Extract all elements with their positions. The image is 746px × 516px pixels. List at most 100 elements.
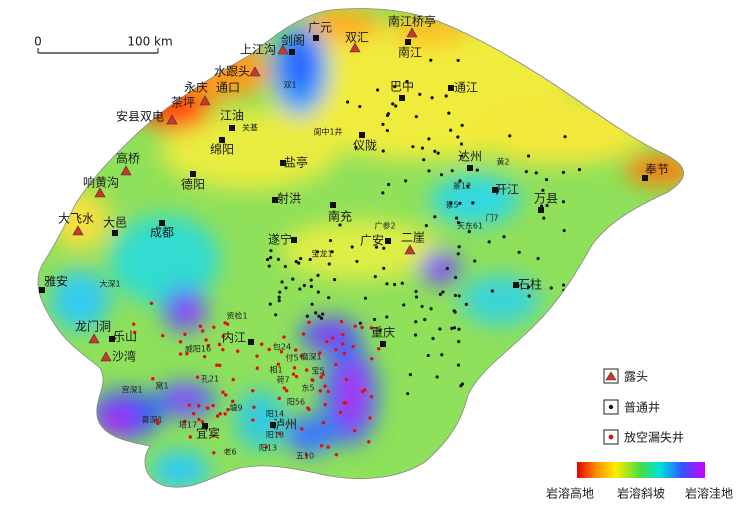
well-label: 阳13 — [259, 444, 277, 453]
city-marker — [159, 220, 165, 226]
well-label: 包24 — [273, 342, 291, 352]
city-marker — [291, 237, 297, 243]
city-label: 万县 — [534, 192, 558, 206]
well-dot — [304, 453, 309, 457]
well-dot — [221, 390, 225, 394]
well-dot — [251, 418, 255, 422]
well-dot — [334, 452, 339, 457]
well-label: 五10 — [296, 452, 314, 461]
well-dot — [360, 389, 365, 394]
well-label: 资检1 — [226, 311, 247, 321]
well-dot — [197, 417, 201, 422]
well-dot — [350, 245, 354, 249]
well-dot — [405, 79, 409, 84]
well-label: 阳14 — [266, 410, 284, 419]
well-dot — [310, 378, 314, 382]
well-dot — [310, 302, 314, 306]
city-marker — [248, 339, 254, 345]
scale-start: 0 — [34, 35, 42, 49]
well-dot — [267, 347, 271, 352]
outcrop-label: 安县双电 — [116, 109, 164, 124]
well-dot — [431, 336, 435, 341]
well-dot — [204, 338, 208, 342]
well-dot — [370, 357, 374, 361]
well-dot — [178, 352, 183, 356]
well-dot — [541, 188, 545, 192]
well-dot — [539, 204, 544, 208]
well-dot — [321, 372, 325, 377]
well-dot — [218, 363, 222, 368]
well-dot — [429, 58, 433, 62]
well-dot — [544, 177, 549, 182]
well-dot — [466, 184, 470, 188]
well-dot — [185, 352, 189, 356]
well-dot — [132, 330, 137, 335]
well-dot — [332, 277, 337, 282]
well-label: 景5 — [445, 201, 458, 210]
legend: 露头 普通井 放空漏失井 岩溶高地 岩溶斜坡 岩溶洼地 — [546, 368, 733, 501]
well-dot — [131, 322, 136, 326]
well-dot — [524, 170, 528, 174]
well-dot — [223, 321, 227, 325]
city-label: 通江 — [454, 81, 478, 95]
city-label: 重庆 — [371, 326, 395, 340]
color-bar-label: 岩溶高地 — [546, 486, 594, 501]
well-dot — [301, 332, 306, 336]
outcrop-label: 双汇 — [345, 31, 369, 45]
well-dot — [406, 392, 410, 396]
well-label: 宝5 — [311, 366, 324, 376]
legend-dot — [608, 434, 614, 440]
well-dot — [149, 301, 154, 305]
well-dot — [381, 149, 385, 153]
well-dot — [404, 179, 408, 183]
well-dot — [198, 324, 203, 328]
well-dot — [215, 363, 219, 367]
well-dot — [457, 294, 461, 298]
well-dot — [377, 347, 381, 351]
city-label: 仪陇 — [353, 138, 377, 153]
well-dot — [277, 299, 281, 303]
well-dot — [277, 295, 281, 299]
city-label: 遂宁 — [268, 232, 292, 247]
well-dot — [438, 327, 442, 331]
city-marker — [467, 165, 473, 171]
well-dot — [318, 389, 323, 393]
city-marker — [385, 238, 391, 244]
well-dot — [235, 349, 240, 353]
well-dot — [378, 328, 382, 333]
city-marker — [492, 187, 498, 193]
well-dot — [331, 336, 335, 340]
city-label: 德阳 — [181, 177, 205, 192]
well-dot — [456, 58, 460, 63]
outcrop-label: 高桥 — [116, 151, 140, 166]
well-dot — [309, 278, 313, 282]
well-dot — [577, 168, 582, 172]
well-dot — [351, 344, 355, 349]
well-dot — [187, 403, 191, 407]
well-dot — [382, 246, 386, 250]
well-dot — [456, 220, 461, 225]
well-dot — [279, 350, 284, 354]
city-label: 大邑 — [103, 216, 127, 230]
well-dot — [452, 326, 457, 330]
well-dot — [456, 135, 460, 139]
scale-end: 100 km — [127, 35, 172, 49]
well-dot — [427, 169, 431, 173]
well-dot — [450, 169, 454, 173]
well-dot — [334, 362, 338, 367]
well-dot — [473, 259, 477, 263]
well-dot — [277, 431, 281, 435]
city-marker — [109, 336, 115, 342]
well-dot — [576, 307, 580, 311]
well-dot — [338, 410, 343, 415]
well-dot — [307, 407, 311, 412]
city-marker — [272, 197, 278, 203]
well-dot — [291, 277, 295, 281]
well-dot — [561, 170, 566, 174]
city-marker — [538, 207, 544, 213]
well-dot — [328, 238, 333, 243]
city-marker — [405, 39, 411, 45]
city-marker — [219, 137, 225, 143]
outcrop-marker — [249, 66, 261, 77]
well-label: 宫深1 — [121, 385, 142, 395]
